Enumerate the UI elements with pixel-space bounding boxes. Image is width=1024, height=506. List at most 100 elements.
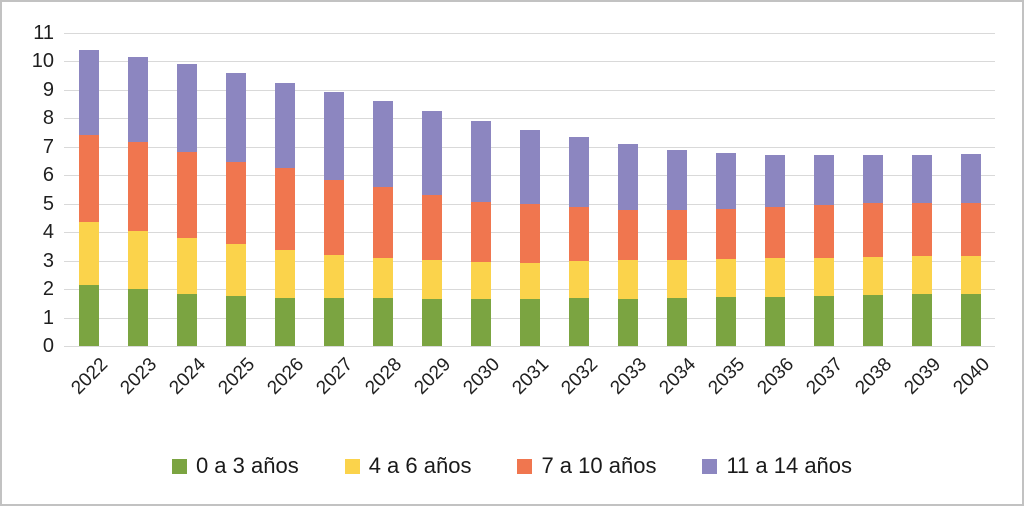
bar-segment-2029-0-a-3-años — [421, 298, 442, 346]
bar-segment-2023-7-a-10-años — [127, 141, 148, 231]
bar-segment-2023-4-a-6-años — [127, 230, 148, 290]
x-axis-tick-label: 2037 — [802, 354, 848, 399]
x-axis-tick-label: 2039 — [900, 354, 946, 399]
bar-segment-2028-4-a-6-años — [372, 257, 393, 299]
bar-segment-2027-7-a-10-años — [323, 180, 344, 256]
y-axis-tick-label: 5 — [42, 192, 54, 215]
legend-label: 7 a 10 años — [541, 453, 657, 478]
x-axis-tick-label: 2022 — [67, 354, 113, 399]
bar-segment-2033-11-a-14-años — [617, 144, 638, 210]
gridline-y-0 — [64, 346, 995, 347]
x-axis-tick-label: 2026 — [263, 354, 309, 399]
bar-segment-2038-0-a-3-años — [862, 294, 883, 346]
bar-segment-2030-11-a-14-años — [470, 120, 491, 203]
gridline-y-8 — [64, 118, 995, 120]
bar-segment-2029-11-a-14-años — [421, 110, 442, 195]
x-axis-tick-label: 2028 — [361, 354, 407, 399]
x-axis-tick-label: 2033 — [606, 354, 652, 399]
bar-segment-2026-0-a-3-años — [274, 297, 295, 346]
legend-label: 11 a 14 años — [726, 453, 853, 478]
bar-segment-2037-4-a-6-años — [813, 257, 834, 297]
x-axis-tick-label: 2025 — [214, 354, 260, 399]
bar-segment-2024-4-a-6-años — [176, 237, 197, 294]
bar-segment-2028-0-a-3-años — [372, 298, 393, 346]
bar-segment-2026-11-a-14-años — [274, 83, 295, 169]
legend-label: 4 a 6 años — [368, 453, 472, 478]
bar-segment-2038-4-a-6-años — [862, 256, 883, 295]
y-axis-tick-label: 0 — [42, 335, 54, 357]
bar-segment-2038-7-a-10-años — [862, 203, 883, 257]
x-axis-tick-label: 2023 — [116, 354, 162, 399]
bar-segment-2030-7-a-10-años — [470, 202, 491, 262]
bar-segment-2023-0-a-3-años — [127, 289, 148, 346]
x-axis-tick-label: 2035 — [704, 354, 750, 399]
legend-swatch-icon — [344, 458, 360, 474]
bar-segment-2033-7-a-10-años — [617, 209, 638, 260]
bar-segment-2022-4-a-6-años — [78, 222, 99, 285]
gridline-y-9 — [64, 89, 995, 91]
bar-segment-2039-11-a-14-años — [911, 154, 932, 204]
bar-segment-2031-4-a-6-años — [519, 262, 540, 300]
bar-segment-2037-7-a-10-años — [813, 204, 834, 258]
bar-segment-2033-4-a-6-años — [617, 259, 638, 299]
bar-segment-2036-11-a-14-años — [764, 154, 785, 207]
bar-segment-2036-0-a-3-años — [764, 296, 785, 346]
y-axis-tick-label: 3 — [42, 249, 54, 272]
y-axis-tick-label: 11 — [33, 22, 54, 44]
bar-segment-2039-7-a-10-años — [911, 203, 932, 257]
bar-segment-2036-4-a-6-años — [764, 258, 785, 297]
x-axis-tick-label: 2038 — [851, 354, 897, 399]
bar-segment-2029-4-a-6-años — [421, 259, 442, 299]
bar-segment-2030-0-a-3-años — [470, 299, 491, 346]
bar-segment-2031-7-a-10-años — [519, 204, 540, 263]
bar-segment-2034-7-a-10-años — [666, 210, 687, 260]
bar-segment-2039-4-a-6-años — [911, 256, 932, 295]
bar-segment-2035-4-a-6-años — [715, 258, 736, 298]
bar-segment-2024-0-a-3-años — [176, 293, 197, 346]
bar-segment-2040-7-a-10-años — [960, 202, 981, 256]
legend-item-7-a-10-años: 7 a 10 años — [517, 453, 656, 479]
legend-item-11-a-14-años: 11 a 14 años — [702, 453, 852, 479]
bar-segment-2032-7-a-10-años — [568, 207, 589, 261]
legend-swatch-icon — [702, 458, 718, 474]
bar-segment-2027-11-a-14-años — [323, 91, 344, 181]
legend-label: 0 a 3 años — [195, 453, 299, 478]
bar-segment-2031-11-a-14-años — [519, 129, 540, 205]
gridline-y-11 — [64, 33, 995, 34]
y-axis-tick-label: 10 — [31, 50, 54, 73]
legend-swatch-icon — [517, 458, 533, 474]
x-axis-tick-label: 2032 — [557, 354, 603, 399]
bar-segment-2037-11-a-14-años — [813, 155, 834, 205]
bar-segment-2023-11-a-14-años — [127, 57, 148, 142]
bar-segment-2025-7-a-10-años — [225, 161, 246, 245]
bar-segment-2028-11-a-14-años — [372, 101, 393, 187]
x-axis-tick-label: 2030 — [459, 354, 505, 399]
bar-segment-2037-0-a-3-años — [813, 296, 834, 346]
y-axis-tick-label: 7 — [42, 135, 54, 158]
bar-segment-2024-11-a-14-años — [176, 64, 197, 153]
legend-item-0-a-3-años: 0 a 3 años — [171, 453, 299, 479]
x-axis-tick-label: 2024 — [165, 354, 211, 399]
bar-segment-2040-0-a-3-años — [960, 294, 981, 346]
bar-segment-2036-7-a-10-años — [764, 206, 785, 259]
x-axis-tick-label: 2040 — [949, 354, 995, 399]
y-axis-tick-label: 6 — [42, 164, 54, 187]
legend-item-4-a-6-años: 4 a 6 años — [344, 453, 472, 479]
x-axis-tick-label: 2027 — [312, 354, 358, 399]
legend-swatch-icon — [171, 458, 187, 474]
bar-segment-2039-0-a-3-años — [911, 294, 932, 346]
y-axis-tick-label: 8 — [42, 107, 54, 130]
bar-segment-2022-0-a-3-años — [78, 284, 99, 346]
bar-segment-2034-0-a-3-años — [666, 297, 687, 346]
bar-segment-2033-0-a-3-años — [617, 298, 638, 346]
bar-segment-2027-4-a-6-años — [323, 255, 344, 298]
bar-segment-2032-0-a-3-años — [568, 298, 589, 346]
gridline-y-10 — [64, 61, 995, 63]
x-axis-tick-label: 2029 — [410, 354, 456, 399]
bar-segment-2025-0-a-3-años — [225, 296, 246, 346]
y-axis-tick-label: 9 — [42, 78, 54, 101]
chart-legend: 0 a 3 años 4 a 6 años 7 a 10 años 11 a 14 a… — [2, 453, 1022, 479]
plot-area — [64, 33, 995, 347]
bar-segment-2040-11-a-14-años — [960, 153, 981, 203]
